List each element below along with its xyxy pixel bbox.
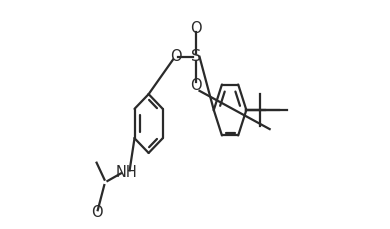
Text: O: O xyxy=(91,205,103,220)
Text: O: O xyxy=(170,49,182,64)
Text: O: O xyxy=(190,21,202,36)
Text: S: S xyxy=(191,49,201,64)
Text: NH: NH xyxy=(115,165,137,180)
Text: O: O xyxy=(190,78,202,93)
